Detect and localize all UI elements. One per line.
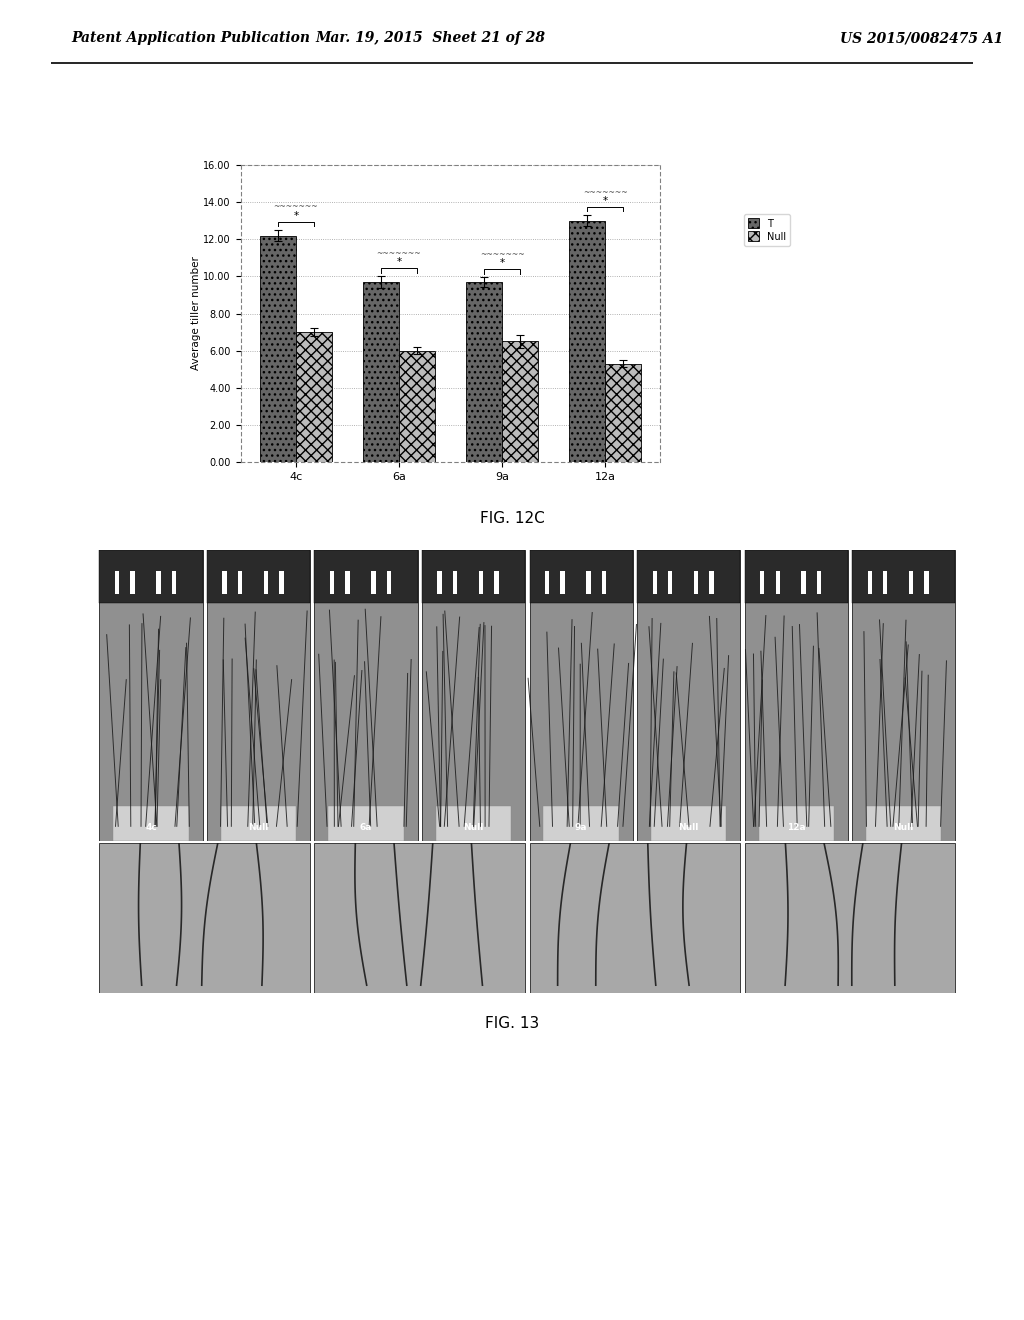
Text: 4c: 4c [145, 824, 157, 832]
Bar [330, 570, 334, 594]
Bar [329, 807, 403, 841]
Bar [172, 570, 176, 594]
Bar [260, 235, 296, 462]
Bar [238, 570, 243, 594]
Bar [867, 570, 871, 594]
Text: US 2015/0082475 A1: US 2015/0082475 A1 [840, 32, 1002, 45]
Text: Null: Null [894, 824, 913, 832]
Bar [362, 282, 399, 462]
Text: ~~~~~~~: ~~~~~~~ [377, 248, 421, 257]
Bar [280, 570, 284, 594]
Bar [296, 333, 332, 462]
Bar [605, 363, 641, 462]
Bar [545, 570, 549, 594]
Bar [99, 550, 203, 603]
Bar [314, 550, 418, 603]
Text: ~~~~~~~: ~~~~~~~ [583, 187, 628, 197]
Bar [264, 570, 268, 594]
Bar [744, 843, 955, 993]
Bar [422, 550, 525, 603]
Bar [207, 550, 310, 841]
Bar [760, 570, 764, 594]
Bar [529, 550, 633, 841]
Bar [602, 570, 606, 594]
Bar [909, 570, 913, 594]
Bar [399, 351, 435, 462]
Text: Mar. 19, 2015  Sheet 21 of 28: Mar. 19, 2015 Sheet 21 of 28 [315, 32, 545, 45]
Legend: T, Null: T, Null [743, 214, 790, 246]
Bar [495, 570, 499, 594]
Text: Null: Null [249, 824, 268, 832]
Bar [207, 550, 310, 603]
Bar [222, 570, 226, 594]
Bar [883, 570, 888, 594]
Bar [529, 843, 740, 993]
Bar [587, 570, 591, 594]
Text: *: * [603, 195, 608, 206]
Bar [372, 570, 376, 594]
Text: Null: Null [464, 824, 483, 832]
Bar [453, 570, 458, 594]
Bar [710, 570, 714, 594]
Bar [437, 570, 441, 594]
Bar [652, 570, 656, 594]
Text: FIG. 13: FIG. 13 [485, 1015, 539, 1031]
Text: *: * [500, 257, 505, 268]
Bar [466, 282, 502, 462]
Text: Patent Application Publication: Patent Application Publication [72, 32, 310, 45]
Bar [115, 570, 119, 594]
Bar [637, 550, 740, 603]
Bar [99, 843, 310, 993]
Text: *: * [396, 257, 401, 267]
Text: Null: Null [679, 824, 698, 832]
Text: *: * [293, 211, 298, 220]
Bar [221, 807, 296, 841]
Bar [314, 550, 418, 841]
Y-axis label: Average tiller number: Average tiller number [190, 256, 201, 371]
Bar [114, 807, 188, 841]
Text: ~~~~~~~: ~~~~~~~ [480, 249, 524, 259]
Bar [744, 550, 848, 841]
Bar [99, 550, 203, 841]
Bar [544, 807, 618, 841]
Bar [345, 570, 350, 594]
Bar [130, 570, 135, 594]
Bar [422, 550, 525, 841]
Bar [668, 570, 673, 594]
Bar [529, 550, 633, 603]
Bar [694, 570, 698, 594]
Text: 12a: 12a [786, 824, 806, 832]
Bar [479, 570, 483, 594]
Bar [775, 570, 780, 594]
Bar [502, 342, 539, 462]
Bar [314, 843, 525, 993]
Bar [866, 807, 941, 841]
Bar [744, 550, 848, 603]
Bar [852, 550, 955, 603]
Bar [817, 570, 821, 594]
Bar [651, 807, 726, 841]
Bar [560, 570, 565, 594]
Bar [436, 807, 511, 841]
Bar [157, 570, 161, 594]
Bar [637, 550, 740, 841]
Bar [759, 807, 834, 841]
Bar [569, 220, 605, 462]
Text: 6a: 6a [359, 824, 373, 832]
Text: 9a: 9a [574, 824, 588, 832]
Text: ~~~~~~~: ~~~~~~~ [273, 202, 318, 211]
Text: FIG. 12C: FIG. 12C [479, 511, 545, 525]
Bar [802, 570, 806, 594]
Bar [387, 570, 391, 594]
Bar [852, 550, 955, 841]
Bar [925, 570, 929, 594]
